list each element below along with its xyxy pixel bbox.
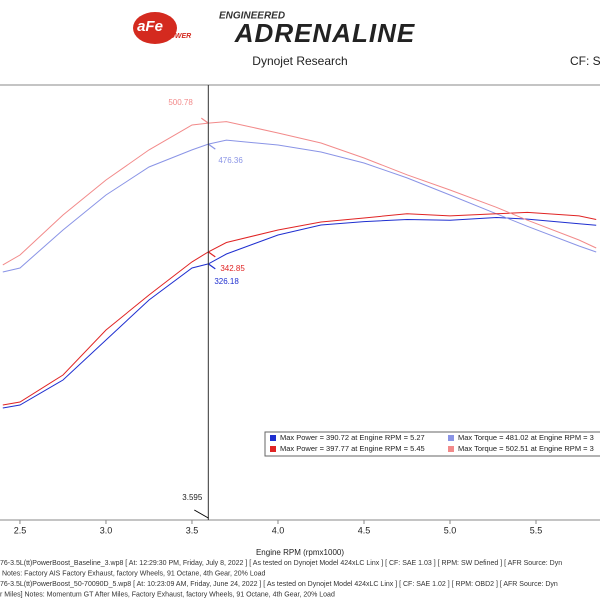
footer-line: 76-3.5L(tt)PowerBoost_50-70090D_5.wp8 [ … [0,581,558,588]
x-axis-label: Engine RPM (rpmx1000) [256,548,344,557]
cursor-arrow [194,509,209,519]
legend-swatch [448,446,454,452]
cursor-value-label: 476.36 [218,156,243,165]
x-tick-label: 3.0 [100,525,113,535]
cursor-value-label: 342.85 [220,264,245,273]
legend-swatch [270,446,276,452]
legend-label: Max Power = 390.72 at Engine RPM = 5.27 [280,433,425,442]
cursor-x-label: 3.595 [182,493,203,502]
correction-label: CF: SA [570,54,600,68]
x-tick-label: 4.0 [272,525,285,535]
logo-main: aFe [137,18,163,35]
footer-line: r Miles] Notes: Momentum GT After Miles,… [0,591,335,598]
x-tick-label: 5.0 [444,525,457,535]
legend-swatch [448,435,454,441]
legend-swatch [270,435,276,441]
tagline-top: ENGINEERED [219,11,285,22]
cursor-value-label: 500.78 [168,98,193,107]
plot-frame [0,84,600,521]
series-line [2,211,597,406]
logo-sub: POWER [165,33,191,40]
x-tick-label: 4.5 [358,525,371,535]
chart-title: Dynojet Research [252,54,347,68]
cursor-arrow [207,143,216,150]
cursor-value-label: 326.18 [214,277,239,286]
logo-badge [133,12,177,44]
series-line [2,121,597,266]
legend-label: Max Torque = 502.51 at Engine RPM = 3 [458,444,594,453]
legend-label: Max Power = 397.77 at Engine RPM = 5.45 [280,444,425,453]
footer-line: Notes: Factory AIS Factory Exhaust, fact… [2,570,266,577]
legend-box [264,431,600,457]
x-tick-label: 5.5 [530,525,543,535]
cursor-arrow [207,251,216,258]
series-line [2,139,597,273]
x-tick-label: 2.5 [14,525,27,535]
footer-line: 76-3.5L(tt)PowerBoost_Baseline_3.wp8 [ A… [0,560,562,567]
cursor-arrow [200,117,209,124]
cursor-arrow [207,263,216,270]
legend-label: Max Torque = 481.02 at Engine RPM = 3 [458,433,594,442]
tagline-main: ADRENALINE [234,18,415,48]
x-tick-label: 3.5 [186,525,199,535]
